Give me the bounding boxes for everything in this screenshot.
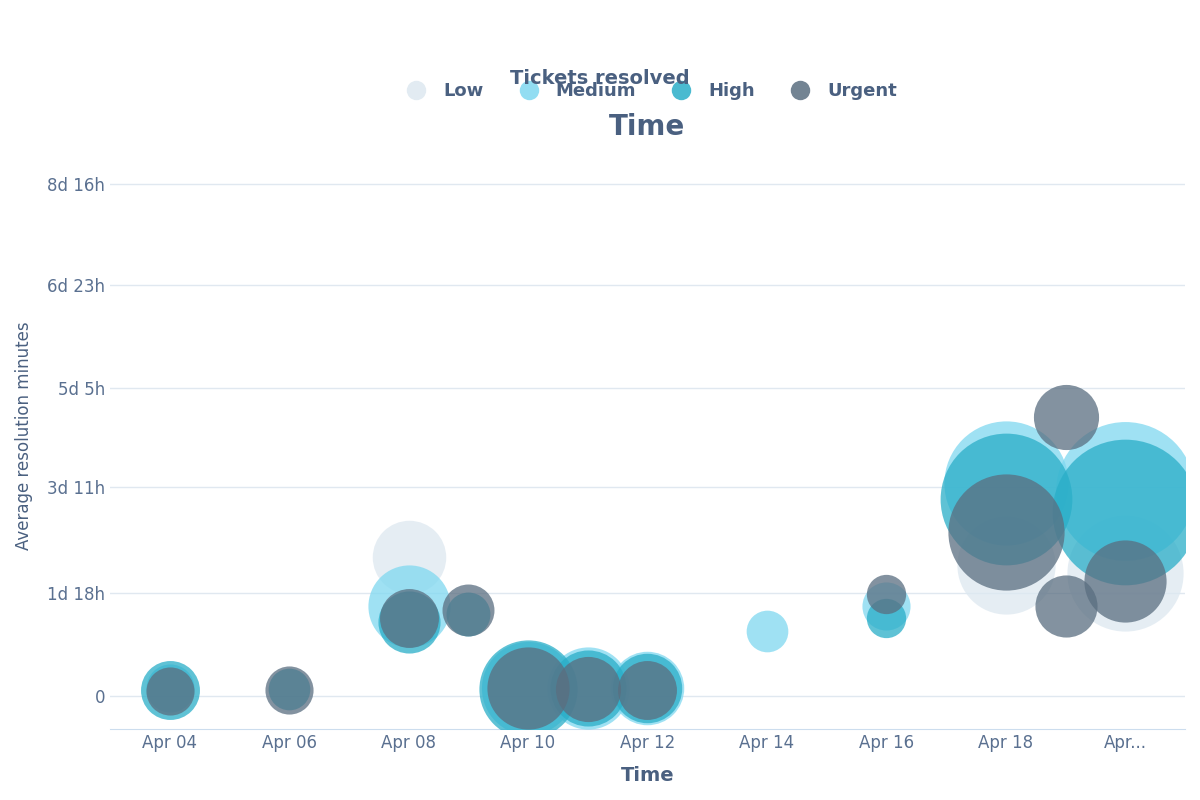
Point	[1116, 575, 1135, 588]
Point	[877, 600, 896, 613]
Point	[1056, 600, 1075, 613]
Point	[398, 612, 418, 625]
Point	[160, 682, 179, 694]
X-axis label: Time: Time	[620, 766, 674, 785]
Y-axis label: Average resolution minutes: Average resolution minutes	[14, 322, 34, 550]
Point	[578, 682, 598, 694]
Point	[996, 526, 1015, 538]
Point	[518, 682, 538, 694]
Point	[877, 587, 896, 600]
Point	[518, 682, 538, 694]
Point	[398, 550, 418, 563]
Point	[638, 684, 658, 697]
Point	[518, 682, 538, 695]
Point	[458, 608, 478, 621]
Point	[160, 685, 179, 698]
Point	[458, 604, 478, 617]
Point	[398, 616, 418, 629]
Point	[638, 682, 658, 694]
Point	[757, 624, 776, 637]
Title: Time: Time	[610, 113, 685, 141]
Point	[996, 558, 1015, 571]
Point	[1116, 567, 1135, 580]
Point	[1116, 506, 1135, 518]
Point	[1056, 410, 1075, 423]
Point	[578, 682, 598, 694]
Point	[996, 477, 1015, 490]
Legend: Low, Medium, High, Urgent: Low, Medium, High, Urgent	[391, 74, 904, 107]
Point	[160, 684, 179, 697]
Point	[996, 493, 1015, 506]
Point	[398, 600, 418, 613]
Point	[280, 684, 299, 697]
Point	[1116, 485, 1135, 498]
Point	[280, 682, 299, 695]
Point	[638, 682, 658, 694]
Point	[578, 682, 598, 695]
Text: Tickets resolved: Tickets resolved	[510, 69, 690, 88]
Point	[877, 612, 896, 625]
